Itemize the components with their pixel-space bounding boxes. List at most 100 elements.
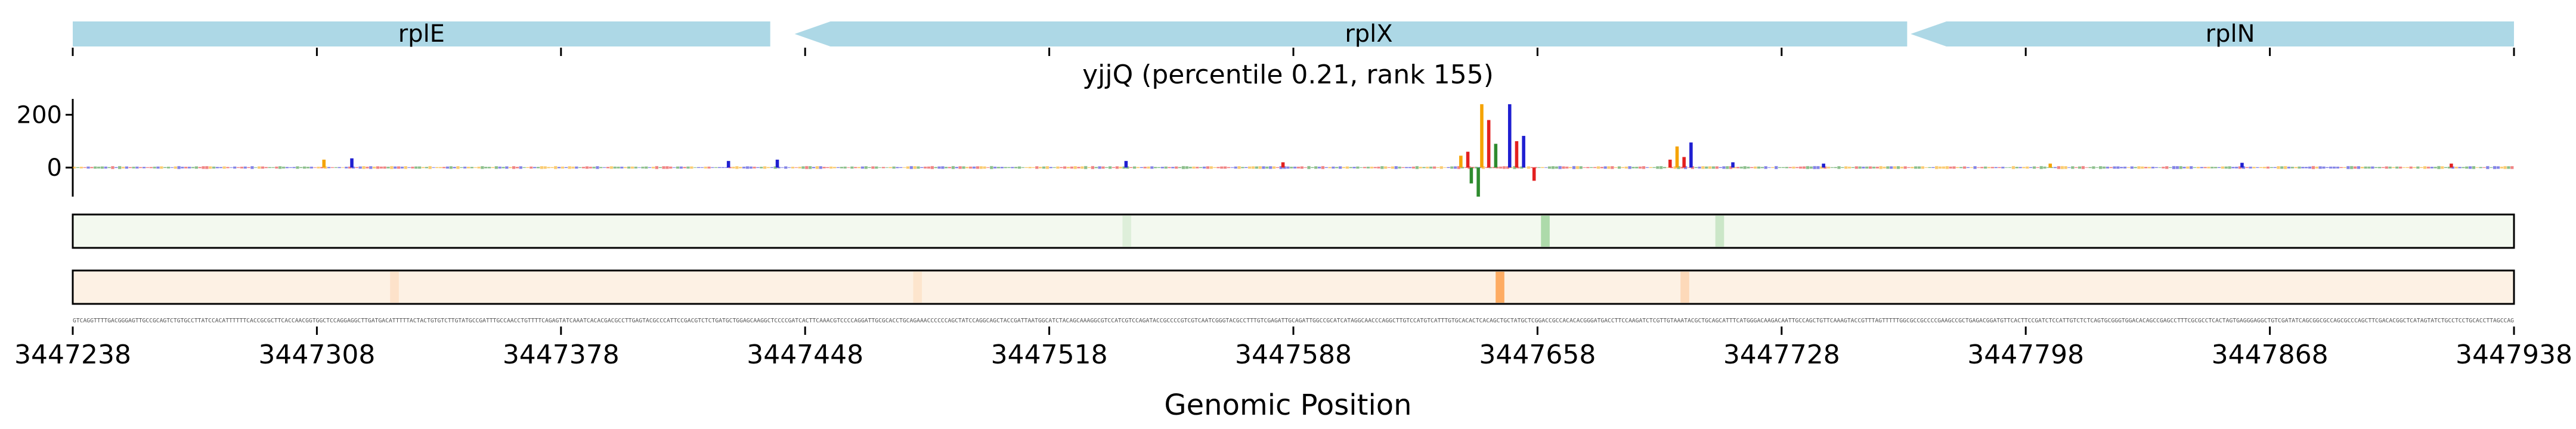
logo-noise-mark bbox=[2249, 166, 2252, 169]
logo-peak-C bbox=[1522, 136, 1525, 168]
logo-noise-mark bbox=[2120, 167, 2123, 169]
logo-noise-mark bbox=[812, 167, 816, 169]
logo-noise-mark bbox=[801, 166, 805, 169]
logo-noise-mark bbox=[711, 167, 714, 168]
logo-noise-mark bbox=[2053, 167, 2057, 169]
logo-noise-mark bbox=[927, 166, 931, 169]
gene-track-ticks bbox=[72, 48, 2515, 56]
logo-noise-mark bbox=[1551, 166, 1555, 169]
logo-noise-mark bbox=[271, 167, 275, 168]
logo-noise-mark bbox=[289, 167, 292, 168]
logo-noise-mark bbox=[1945, 166, 1949, 169]
logo-noise-mark bbox=[700, 167, 704, 168]
logo-noise-mark bbox=[1883, 166, 1886, 169]
logo-noise-mark bbox=[655, 166, 658, 169]
logo-noise-mark bbox=[414, 166, 418, 169]
logo-noise-mark bbox=[2151, 166, 2155, 169]
logo-noise-mark bbox=[2001, 166, 2005, 169]
logo-peak-C bbox=[1507, 104, 1512, 168]
logo-noise-mark bbox=[1049, 167, 1052, 169]
logo-noise-mark bbox=[509, 167, 512, 169]
logo-noise-mark bbox=[892, 166, 896, 169]
logo-noise-mark bbox=[1213, 167, 1216, 168]
logo-noise-mark bbox=[1579, 166, 1583, 169]
logo-noise-mark bbox=[2482, 167, 2486, 168]
logo-noise-mark bbox=[634, 166, 637, 169]
logo-noise-mark bbox=[2064, 166, 2067, 169]
logo-noise-mark bbox=[2039, 166, 2043, 169]
logo-noise-mark bbox=[1869, 166, 1872, 169]
logo-noise-mark bbox=[948, 167, 952, 169]
logo-noise-mark bbox=[456, 166, 460, 169]
logo-noise-mark bbox=[2126, 167, 2131, 168]
logo-noise-mark bbox=[2423, 166, 2427, 169]
logo-noise-mark bbox=[1241, 167, 1244, 169]
logo-noise-mark bbox=[860, 166, 865, 169]
logo-noise-mark bbox=[1080, 166, 1084, 169]
logo-noise-mark bbox=[1642, 166, 1646, 169]
logo-noise-mark bbox=[1356, 166, 1360, 169]
logo-noise-mark bbox=[1143, 166, 1147, 169]
logo-noise-mark bbox=[1977, 167, 1980, 168]
logo-noise-mark bbox=[1708, 166, 1712, 169]
logo-noise-mark bbox=[1035, 166, 1039, 169]
logo-noise-mark bbox=[2458, 167, 2462, 169]
gene-annotation-track: rplE rplX rplN bbox=[73, 20, 2514, 48]
logo-noise-mark bbox=[1275, 167, 1280, 168]
logo-noise-mark bbox=[1255, 166, 1258, 169]
logo-noise-mark bbox=[662, 166, 665, 169]
logo-noise-mark bbox=[864, 166, 868, 169]
logo-noise-mark bbox=[2005, 167, 2008, 168]
logo-noise-mark bbox=[2301, 166, 2305, 169]
logo-noise-mark bbox=[121, 166, 125, 169]
logo-noise-mark bbox=[1544, 167, 1548, 168]
logo-noise-mark bbox=[1370, 166, 1373, 169]
logo-noise-mark bbox=[881, 167, 886, 169]
logo-noise-mark bbox=[2207, 166, 2210, 169]
logo-noise-mark bbox=[672, 167, 676, 168]
logo-noise-mark bbox=[1949, 166, 1952, 169]
logo-noise-mark bbox=[1314, 166, 1318, 169]
logo-noise-mark bbox=[247, 167, 250, 168]
logo-noise-mark bbox=[2067, 167, 2071, 168]
logo-noise-mark bbox=[658, 167, 662, 169]
logo-noise-mark bbox=[913, 166, 917, 169]
logo-noise-mark bbox=[787, 167, 791, 168]
logo-noise-mark bbox=[1645, 167, 1649, 168]
logo-noise-mark bbox=[1816, 166, 1820, 169]
x-tick-label: 3447938 bbox=[2456, 340, 2572, 370]
logo-noise-mark bbox=[2294, 167, 2298, 169]
logo-noise-mark bbox=[951, 166, 955, 169]
logo-noise-mark bbox=[1624, 166, 1628, 169]
logo-noise-mark bbox=[1087, 167, 1091, 168]
logo-noise-mark bbox=[934, 167, 937, 169]
logo-noise-mark bbox=[1405, 167, 1408, 169]
logo-noise-mark bbox=[1586, 167, 1590, 169]
logo-noise-mark bbox=[296, 166, 299, 169]
logo-noise-mark bbox=[1513, 166, 1516, 169]
logo-noise-mark bbox=[2287, 166, 2291, 169]
logo-noise-mark bbox=[358, 166, 362, 169]
logo-noise-mark bbox=[945, 166, 948, 169]
logo-noise-mark bbox=[1206, 166, 1210, 169]
logo-noise-mark bbox=[2353, 166, 2357, 169]
logo-noise-mark bbox=[1778, 167, 1782, 168]
logo-noise-mark bbox=[149, 167, 153, 169]
logo-noise-mark bbox=[2224, 166, 2228, 169]
logo-noise-mark bbox=[1617, 166, 1621, 169]
logo-noise-mark bbox=[2092, 166, 2095, 169]
logo-noise-mark bbox=[1296, 166, 1301, 169]
logo-noise-mark bbox=[1478, 167, 1482, 169]
logo-noise-mark bbox=[1363, 167, 1367, 169]
logo-noise-mark bbox=[1990, 167, 1994, 169]
logo-noise-mark bbox=[1911, 167, 1914, 169]
logo-noise-mark bbox=[2290, 166, 2294, 169]
x-tick-label: 3447518 bbox=[991, 340, 1108, 370]
logo-noise-mark bbox=[281, 166, 286, 169]
logo-noise-mark bbox=[1893, 166, 1897, 169]
logo-noise-mark bbox=[1611, 166, 1614, 169]
logo-noise-mark bbox=[1907, 167, 1911, 168]
logo-noise-mark bbox=[2102, 166, 2106, 169]
logo-noise-mark bbox=[264, 167, 268, 169]
logo-noise-mark bbox=[86, 166, 90, 169]
